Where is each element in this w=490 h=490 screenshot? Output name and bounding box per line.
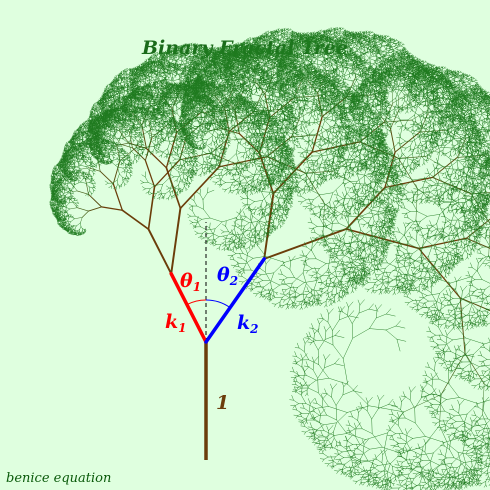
k1-label: k1 [165,311,187,335]
k2-label: k2 [237,312,259,336]
right-branch-line [204,257,266,344]
branch-level-15 [49,26,490,490]
fractal-branches [49,26,490,490]
credit-text: benice equation [6,471,111,486]
left-branch-line [169,271,208,344]
theta2-label: θ2 [217,264,238,288]
branch-level-2 [147,192,348,275]
trunk-length-label: 1 [216,392,229,414]
theta1-label: θ1 [180,270,201,294]
